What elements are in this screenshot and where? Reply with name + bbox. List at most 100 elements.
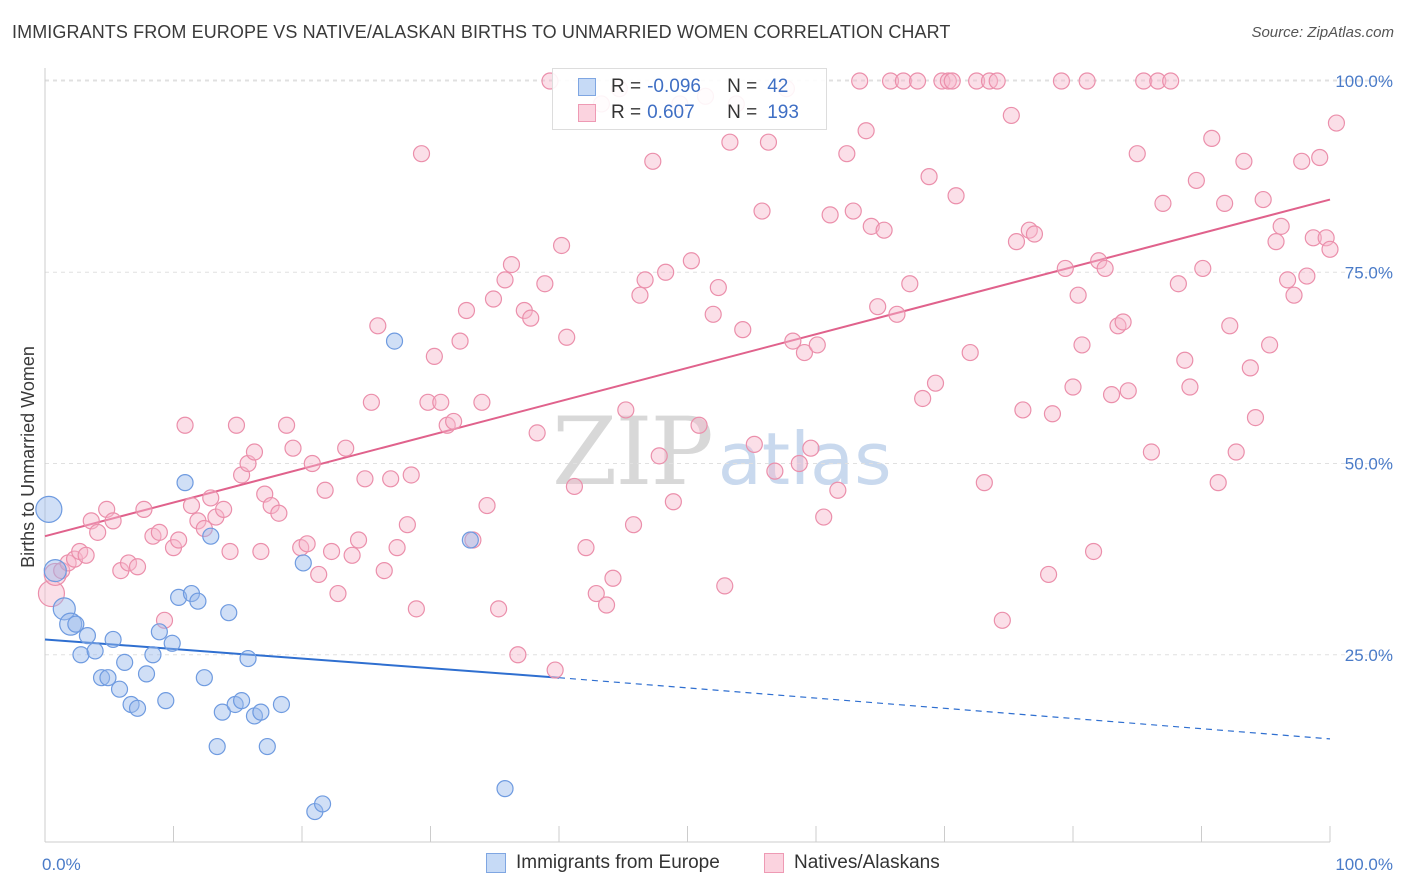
stats-n-label: N = (727, 76, 758, 97)
point-immigrants (86, 642, 104, 660)
point-natives (1154, 194, 1172, 212)
legend-label-natives: Natives/Alaskans (794, 852, 940, 873)
point-immigrants (220, 604, 238, 622)
point-natives (857, 122, 875, 140)
point-natives (1069, 286, 1087, 304)
point-natives (968, 72, 986, 90)
point-natives (77, 546, 95, 564)
point-natives (432, 393, 450, 411)
point-natives (631, 286, 649, 304)
point-natives (1194, 259, 1212, 278)
point-natives (650, 447, 668, 465)
point-natives (119, 554, 138, 572)
point-natives (1267, 233, 1285, 251)
point-immigrants (496, 780, 514, 798)
point-immigrants (239, 649, 257, 668)
point-natives (1216, 194, 1234, 212)
point-natives (375, 561, 393, 580)
point-natives (425, 347, 443, 365)
x-tick-label: 100.0% (1335, 855, 1393, 874)
point-natives (1114, 313, 1132, 331)
point-natives (445, 412, 463, 431)
point-immigrants (72, 646, 90, 664)
series-legend: Immigrants from Europe Natives/Alaskans (0, 852, 1406, 878)
point-natives (704, 305, 722, 323)
point-natives (329, 584, 347, 603)
point-natives (362, 393, 380, 411)
point-natives (926, 374, 945, 392)
watermark: ZIPatlas (552, 398, 892, 507)
trend-line-natives-solid (44, 198, 1331, 538)
point-natives (597, 596, 616, 614)
point-natives (851, 72, 869, 90)
legend-item-natives: Natives/Alaskans (764, 852, 940, 874)
point-natives (419, 393, 437, 411)
stats-row-natives: R = 0.607 N = 193 (578, 101, 799, 125)
watermark-atlas: atlas (718, 417, 892, 501)
point-immigrants (313, 795, 332, 813)
point-natives (1025, 225, 1044, 243)
point-natives (844, 202, 862, 220)
point-natives (284, 439, 302, 457)
point-natives (303, 454, 321, 473)
point-natives (721, 133, 739, 151)
point-natives (496, 271, 514, 289)
point-natives (451, 332, 469, 350)
point-natives (1162, 72, 1180, 90)
point-natives (310, 565, 328, 584)
point-natives (587, 584, 605, 603)
point-immigrants (144, 646, 162, 664)
point-natives (636, 271, 654, 289)
point-natives (252, 542, 270, 561)
point-immigrants (110, 680, 129, 698)
point-immigrants (163, 634, 181, 652)
point-natives (536, 275, 554, 293)
point-natives (277, 416, 296, 434)
trend-line-immigrants-solid (44, 638, 560, 679)
point-natives (546, 661, 564, 679)
point-natives (502, 256, 521, 274)
axes (44, 68, 1331, 843)
point-natives (1043, 405, 1062, 423)
point-natives (815, 508, 833, 526)
point-natives (881, 72, 900, 90)
point-natives (1056, 259, 1074, 278)
point-natives (795, 343, 814, 362)
point-natives (943, 72, 961, 90)
point-natives (182, 496, 201, 515)
stats-r-value: -0.096 (647, 76, 701, 97)
point-natives (988, 72, 1006, 90)
point-natives (1181, 378, 1199, 396)
point-natives (1149, 72, 1167, 90)
point-natives (402, 466, 420, 484)
point-immigrants (137, 665, 156, 683)
point-natives (690, 416, 708, 434)
point-immigrants (461, 531, 479, 549)
point-immigrants (128, 699, 147, 717)
trend-line-immigrants-projection (558, 677, 1331, 740)
point-natives (382, 470, 400, 488)
point-natives (1235, 152, 1253, 170)
point-natives (170, 531, 188, 549)
point-natives (1187, 171, 1205, 190)
point-natives (888, 305, 906, 323)
point-natives (802, 439, 820, 457)
point-natives (766, 462, 784, 480)
point-natives (1128, 145, 1146, 163)
point-immigrants (170, 588, 188, 606)
point-immigrants (67, 615, 85, 633)
point-natives (838, 145, 856, 163)
point-natives (398, 516, 416, 534)
point-natives (128, 558, 147, 576)
point-natives (1285, 286, 1303, 304)
point-natives (558, 328, 576, 346)
stats-legend: R = -0.096 N = 42 R = 0.607 N = 193 (552, 68, 827, 130)
point-natives (716, 577, 734, 595)
point-natives (89, 523, 107, 541)
point-natives (490, 600, 508, 618)
watermark-zip: ZIP (552, 398, 714, 507)
point-natives (215, 500, 233, 518)
point-immigrants (92, 669, 111, 687)
point-immigrants (99, 669, 117, 687)
